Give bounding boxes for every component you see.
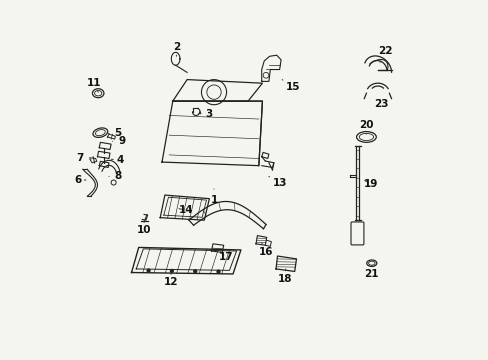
Text: 4: 4 <box>111 155 123 165</box>
Text: 9: 9 <box>112 136 125 146</box>
Text: 8: 8 <box>109 171 122 181</box>
Text: 19: 19 <box>363 179 377 189</box>
Text: 6: 6 <box>74 175 86 185</box>
Text: 23: 23 <box>373 99 388 109</box>
Text: 22: 22 <box>377 46 391 62</box>
Text: 10: 10 <box>137 221 151 235</box>
Text: 2: 2 <box>172 42 180 56</box>
Text: 20: 20 <box>359 121 373 134</box>
Text: 15: 15 <box>282 80 300 93</box>
Circle shape <box>170 270 173 273</box>
Circle shape <box>193 270 196 273</box>
Circle shape <box>147 269 150 272</box>
Text: 11: 11 <box>86 78 101 92</box>
Text: 18: 18 <box>277 269 291 284</box>
Text: 7: 7 <box>77 153 91 163</box>
Text: 13: 13 <box>268 176 286 188</box>
Text: 1: 1 <box>210 189 217 205</box>
Text: 12: 12 <box>163 273 178 287</box>
Text: 14: 14 <box>179 206 193 216</box>
Text: 5: 5 <box>108 129 122 138</box>
Circle shape <box>217 270 220 273</box>
Text: 17: 17 <box>218 252 233 262</box>
Text: 21: 21 <box>364 265 378 279</box>
Text: 16: 16 <box>258 243 273 257</box>
Text: 3: 3 <box>198 109 212 119</box>
